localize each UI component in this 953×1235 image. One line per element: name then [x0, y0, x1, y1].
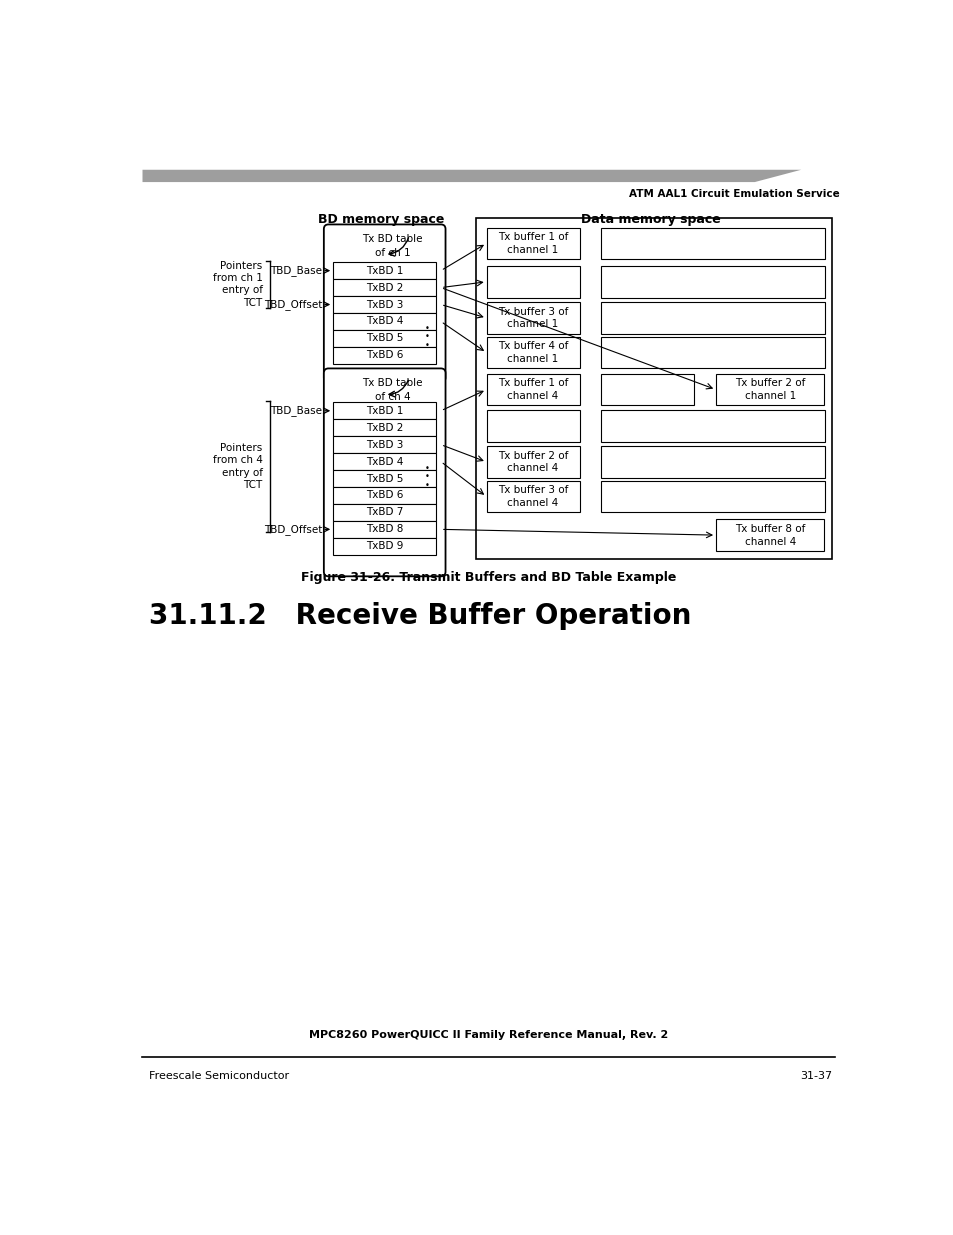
Text: TxBD 6: TxBD 6: [366, 351, 403, 361]
Bar: [600, 303, 823, 333]
Bar: [476, 217, 831, 558]
Bar: [486, 303, 579, 333]
Text: Tx buffer 3 of
channel 1: Tx buffer 3 of channel 1: [497, 306, 568, 330]
Bar: [333, 262, 436, 279]
Bar: [333, 403, 436, 419]
Bar: [333, 330, 436, 347]
Bar: [333, 537, 436, 555]
Text: Tx buffer 2 of
channel 4: Tx buffer 2 of channel 4: [497, 451, 568, 473]
Bar: [486, 374, 579, 405]
Bar: [333, 312, 436, 330]
Bar: [333, 471, 436, 487]
FancyBboxPatch shape: [323, 225, 445, 383]
Text: 31.11.2   Receive Buffer Operation: 31.11.2 Receive Buffer Operation: [149, 601, 690, 630]
Text: Tx buffer 4 of
channel 1: Tx buffer 4 of channel 1: [497, 341, 568, 364]
Bar: [486, 266, 579, 298]
Bar: [600, 374, 694, 405]
Text: Pointers
from ch 4
entry of
TCT: Pointers from ch 4 entry of TCT: [213, 443, 262, 490]
Text: Freescale Semiconductor: Freescale Semiconductor: [149, 1071, 289, 1081]
Text: TxBD 7: TxBD 7: [366, 508, 403, 517]
Text: TxBD 2: TxBD 2: [366, 283, 403, 293]
Text: Tx buffer 2 of
channel 1: Tx buffer 2 of channel 1: [735, 378, 804, 401]
Bar: [486, 337, 579, 368]
Text: •
•
•: • • •: [424, 324, 429, 350]
Text: TxBD 3: TxBD 3: [366, 440, 403, 450]
Text: TxBD 1: TxBD 1: [366, 266, 403, 275]
FancyBboxPatch shape: [323, 368, 445, 577]
Text: •
•
•: • • •: [424, 464, 429, 490]
Text: TBD_Offset: TBD_Offset: [264, 524, 322, 535]
Bar: [333, 419, 436, 436]
Text: TBD_Base: TBD_Base: [270, 405, 322, 416]
Bar: [600, 410, 823, 442]
Bar: [333, 279, 436, 296]
Text: MPC8260 PowerQUICC II Family Reference Manual, Rev. 2: MPC8260 PowerQUICC II Family Reference M…: [309, 1030, 668, 1040]
Text: Tx BD table
of ch 4: Tx BD table of ch 4: [362, 378, 422, 401]
Text: Pointers
from ch 1
entry of
TCT: Pointers from ch 1 entry of TCT: [213, 261, 262, 308]
Bar: [600, 446, 823, 478]
Text: Data memory space: Data memory space: [580, 212, 720, 226]
Bar: [600, 227, 823, 259]
Bar: [333, 453, 436, 471]
Text: Tx buffer 1 of
channel 1: Tx buffer 1 of channel 1: [497, 232, 568, 254]
Bar: [333, 504, 436, 521]
Bar: [600, 480, 823, 513]
Bar: [333, 296, 436, 312]
Text: BD memory space: BD memory space: [317, 212, 444, 226]
Bar: [716, 520, 823, 551]
Bar: [600, 266, 823, 298]
Text: Tx buffer 8 of
channel 4: Tx buffer 8 of channel 4: [735, 524, 804, 547]
Bar: [333, 521, 436, 537]
Text: 31-37: 31-37: [800, 1071, 831, 1081]
Text: TxBD 3: TxBD 3: [366, 300, 403, 310]
Text: Tx buffer 3 of
channel 4: Tx buffer 3 of channel 4: [497, 485, 568, 508]
Text: TxBD 2: TxBD 2: [366, 422, 403, 432]
Bar: [333, 487, 436, 504]
Text: Tx buffer 1 of
channel 4: Tx buffer 1 of channel 4: [497, 378, 568, 401]
Bar: [486, 480, 579, 513]
Text: TxBD 5: TxBD 5: [366, 473, 403, 484]
Bar: [486, 446, 579, 478]
Text: Figure 31-26. Transmit Buffers and BD Table Example: Figure 31-26. Transmit Buffers and BD Ta…: [301, 572, 676, 584]
Text: TxBD 4: TxBD 4: [366, 457, 403, 467]
Bar: [333, 347, 436, 364]
Text: Tx BD table
of ch 1: Tx BD table of ch 1: [362, 235, 422, 258]
Bar: [716, 374, 823, 405]
Text: TxBD 8: TxBD 8: [366, 525, 403, 535]
Text: TxBD 9: TxBD 9: [366, 541, 403, 551]
Text: TxBD 6: TxBD 6: [366, 490, 403, 500]
Bar: [333, 436, 436, 453]
Text: TxBD 4: TxBD 4: [366, 316, 403, 326]
Text: TxBD 1: TxBD 1: [366, 406, 403, 416]
Polygon shape: [142, 169, 801, 182]
Text: TBD_Offset: TBD_Offset: [264, 299, 322, 310]
Bar: [486, 410, 579, 442]
Text: TxBD 5: TxBD 5: [366, 333, 403, 343]
Text: ATM AAL1 Circuit Emulation Service: ATM AAL1 Circuit Emulation Service: [629, 189, 840, 199]
Text: TBD_Base: TBD_Base: [270, 266, 322, 277]
Bar: [600, 337, 823, 368]
Bar: [486, 227, 579, 259]
